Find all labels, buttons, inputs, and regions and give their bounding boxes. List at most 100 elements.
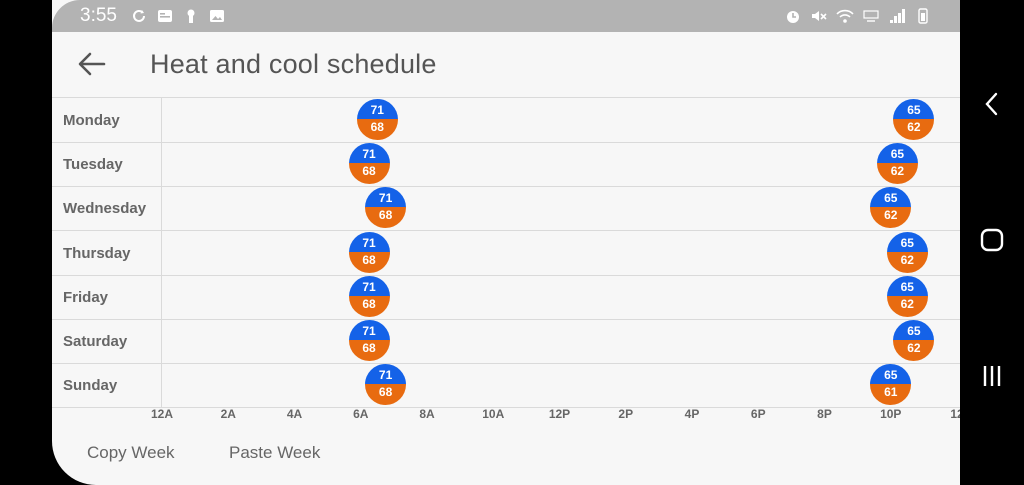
cool-setpoint-half xyxy=(348,251,390,273)
system-nav-bar xyxy=(960,0,1024,485)
axis-tick-label: 2P xyxy=(618,407,634,421)
day-row: Wednesday 71 68 65 62 xyxy=(52,186,960,232)
heat-setpoint: 65 xyxy=(884,368,898,383)
schedule-event[interactable]: 71 68 xyxy=(348,143,390,185)
sync-icon xyxy=(130,7,148,25)
schedule-event[interactable]: 71 68 xyxy=(365,364,407,406)
heat-setpoint-half xyxy=(893,99,935,119)
cool-setpoint-half xyxy=(870,207,912,229)
heat-setpoint: 65 xyxy=(900,279,914,294)
axis-tick-label: 8P xyxy=(817,407,832,421)
day-label: Friday xyxy=(63,288,109,306)
cool-setpoint: 68 xyxy=(370,120,384,134)
schedule-event[interactable]: 65 62 xyxy=(893,320,935,361)
app-screen: 3:55 xyxy=(52,0,960,485)
schedule-event[interactable]: 65 62 xyxy=(886,231,928,273)
heat-setpoint-half xyxy=(876,143,918,164)
status-time: 3:55 xyxy=(80,5,117,26)
heat-setpoint-half xyxy=(348,320,390,340)
schedule-event[interactable]: 65 61 xyxy=(870,364,912,406)
cool-setpoint: 68 xyxy=(362,296,376,311)
day-row: Tuesday 71 68 65 62 xyxy=(52,142,960,188)
cool-setpoint-half xyxy=(886,295,928,317)
schedule-grid: Monday 71 68 65 62 Tuesday 71 68 65 62 Wednesday 71… xyxy=(52,97,960,409)
cool-setpoint-half xyxy=(356,119,398,140)
axis-tick-label: 2A xyxy=(220,407,236,421)
back-arrow-icon[interactable] xyxy=(74,48,110,80)
heat-setpoint-half xyxy=(870,364,912,385)
axis-tick-label: 8A xyxy=(419,407,435,421)
axis-tick-label: 10P xyxy=(880,407,902,421)
page-title: Heat and cool schedule xyxy=(150,49,437,79)
battery-icon xyxy=(914,7,932,25)
heat-setpoint: 65 xyxy=(900,235,914,250)
schedule-event[interactable]: 71 68 xyxy=(365,187,407,229)
day-label: Tuesday xyxy=(63,156,123,174)
schedule-event[interactable]: 65 62 xyxy=(893,99,935,140)
schedule-event[interactable]: 71 68 xyxy=(348,320,390,361)
heat-setpoint: 65 xyxy=(890,147,905,162)
cool-setpoint: 62 xyxy=(900,296,914,311)
nav-back-icon[interactable] xyxy=(978,90,1006,118)
heat-setpoint: 71 xyxy=(362,279,376,294)
cool-setpoint: 68 xyxy=(378,208,393,223)
nav-recents-icon[interactable] xyxy=(978,362,1006,390)
image-icon xyxy=(208,7,226,25)
cool-setpoint: 62 xyxy=(907,341,921,355)
day-label: Saturday xyxy=(63,333,128,350)
axis-tick-label: 4A xyxy=(286,407,303,421)
nav-home-icon[interactable] xyxy=(978,226,1006,254)
axis-tick-label: 12P xyxy=(548,407,571,421)
wifi-icon xyxy=(836,7,854,25)
heat-setpoint: 65 xyxy=(907,324,921,338)
cool-setpoint: 61 xyxy=(884,385,898,400)
heat-setpoint-half xyxy=(886,275,928,296)
cool-setpoint: 68 xyxy=(362,252,376,267)
heat-setpoint-half xyxy=(893,320,935,340)
mute-icon xyxy=(810,7,828,25)
cool-setpoint: 62 xyxy=(884,208,898,223)
news-icon xyxy=(156,7,174,25)
cool-setpoint-half xyxy=(365,384,407,406)
heat-setpoint: 71 xyxy=(362,235,376,250)
day-row: Monday 71 68 65 62 xyxy=(52,98,960,143)
heat-setpoint-half xyxy=(356,99,398,119)
cool-setpoint-half xyxy=(870,384,912,406)
heat-setpoint: 71 xyxy=(378,191,393,206)
alarm-icon xyxy=(784,7,802,25)
day-row: Friday 71 68 65 62 xyxy=(52,275,960,320)
cool-setpoint-half xyxy=(893,340,935,361)
cool-setpoint-half xyxy=(893,119,935,140)
heat-setpoint: 65 xyxy=(907,103,921,117)
cool-setpoint-half xyxy=(348,295,390,317)
paste-week-button[interactable]: Paste Week xyxy=(229,443,321,462)
axis-tick-label: 6P xyxy=(750,407,766,421)
copy-week-button[interactable]: Copy Week xyxy=(87,443,175,462)
schedule-event[interactable]: 65 62 xyxy=(876,143,918,185)
day-label: Wednesday xyxy=(63,200,147,218)
app-bar: Heat and cool schedule xyxy=(52,32,960,96)
day-row: Sunday 71 68 65 61 xyxy=(52,363,960,409)
lte-icon xyxy=(862,7,880,25)
heat-setpoint: 65 xyxy=(884,191,898,206)
cool-setpoint-half xyxy=(876,163,918,185)
day-row: Saturday 71 68 65 62 xyxy=(52,319,960,364)
schedule-event[interactable]: 65 62 xyxy=(886,275,928,317)
schedule-event[interactable]: 65 62 xyxy=(870,187,912,229)
signal-icon xyxy=(888,7,906,25)
cool-setpoint: 62 xyxy=(907,120,921,134)
schedule-event[interactable]: 71 68 xyxy=(356,99,398,140)
keyhole-icon xyxy=(182,7,200,25)
heat-setpoint-half xyxy=(348,143,390,164)
cool-setpoint-half xyxy=(886,251,928,273)
cool-setpoint: 68 xyxy=(362,341,376,355)
schedule-event[interactable]: 71 68 xyxy=(348,231,390,273)
day-label: Thursday xyxy=(63,244,131,262)
schedule-event[interactable]: 71 68 xyxy=(348,275,390,317)
heat-setpoint: 71 xyxy=(362,147,376,162)
heat-setpoint-half xyxy=(870,187,912,208)
cool-setpoint: 62 xyxy=(900,252,914,267)
cool-setpoint-half xyxy=(348,163,390,185)
day-label: Monday xyxy=(63,112,120,129)
heat-setpoint-half xyxy=(365,187,407,208)
